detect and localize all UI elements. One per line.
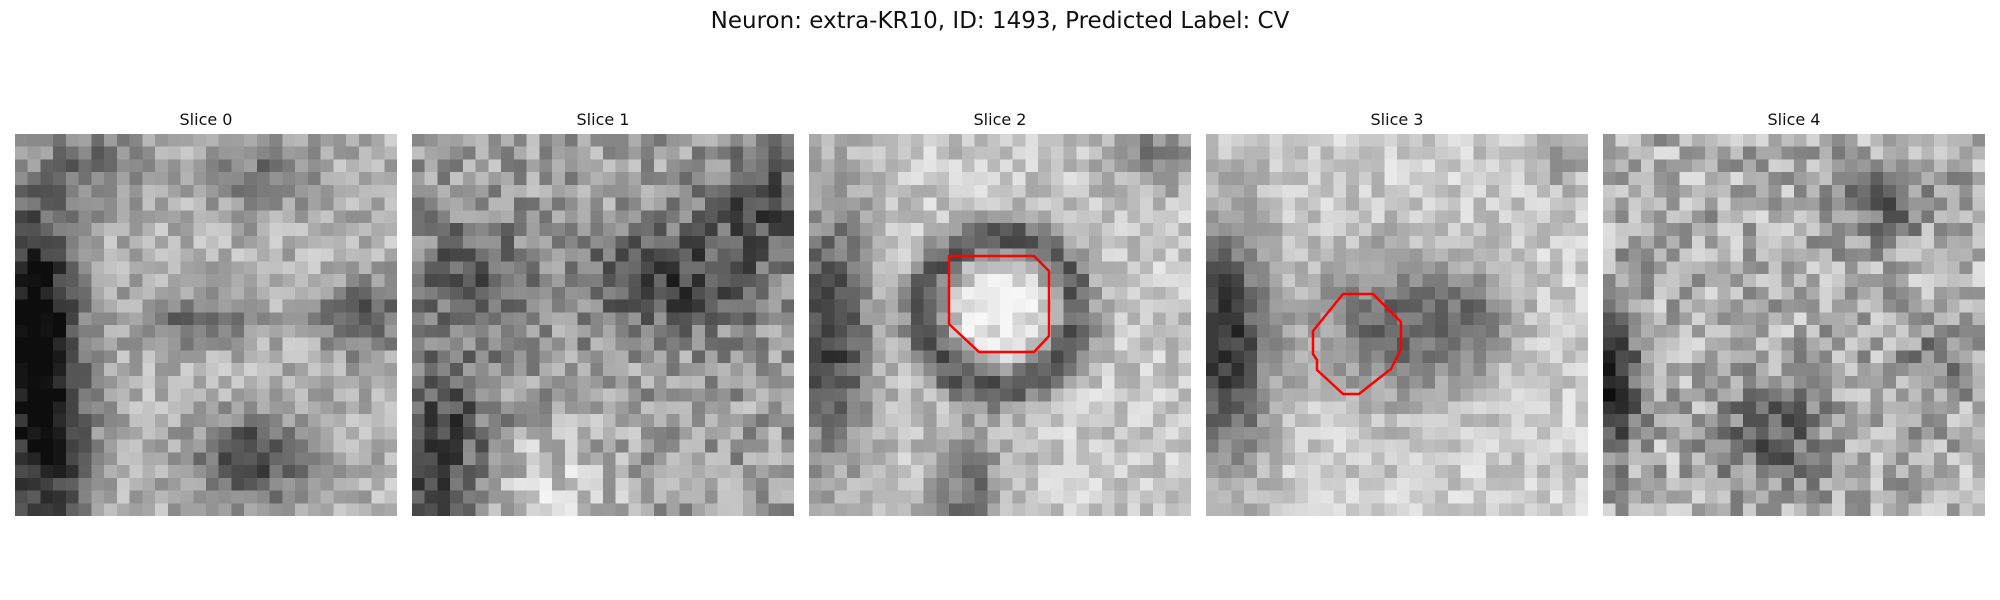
slice-image-3 [1206, 134, 1588, 516]
slice-image-2 [809, 134, 1191, 516]
slice-image-1 [412, 134, 794, 516]
figure-title: Neuron: extra-KR10, ID: 1493, Predicted … [710, 8, 1290, 34]
slice-panel-2: Slice 2 [809, 110, 1191, 516]
slice-title-2: Slice 2 [973, 110, 1027, 129]
slice-title-3: Slice 3 [1370, 110, 1424, 129]
slice-panel-3: Slice 3 [1206, 110, 1588, 516]
slice-panel-1: Slice 1 [412, 110, 794, 516]
slice-image-0 [15, 134, 397, 516]
slice-title-0: Slice 0 [179, 110, 233, 129]
slice-image-4 [1603, 134, 1985, 516]
slice-panel-0: Slice 0 [15, 110, 397, 516]
slice-title-1: Slice 1 [576, 110, 630, 129]
slice-title-4: Slice 4 [1767, 110, 1821, 129]
slice-panel-4: Slice 4 [1603, 110, 1985, 516]
